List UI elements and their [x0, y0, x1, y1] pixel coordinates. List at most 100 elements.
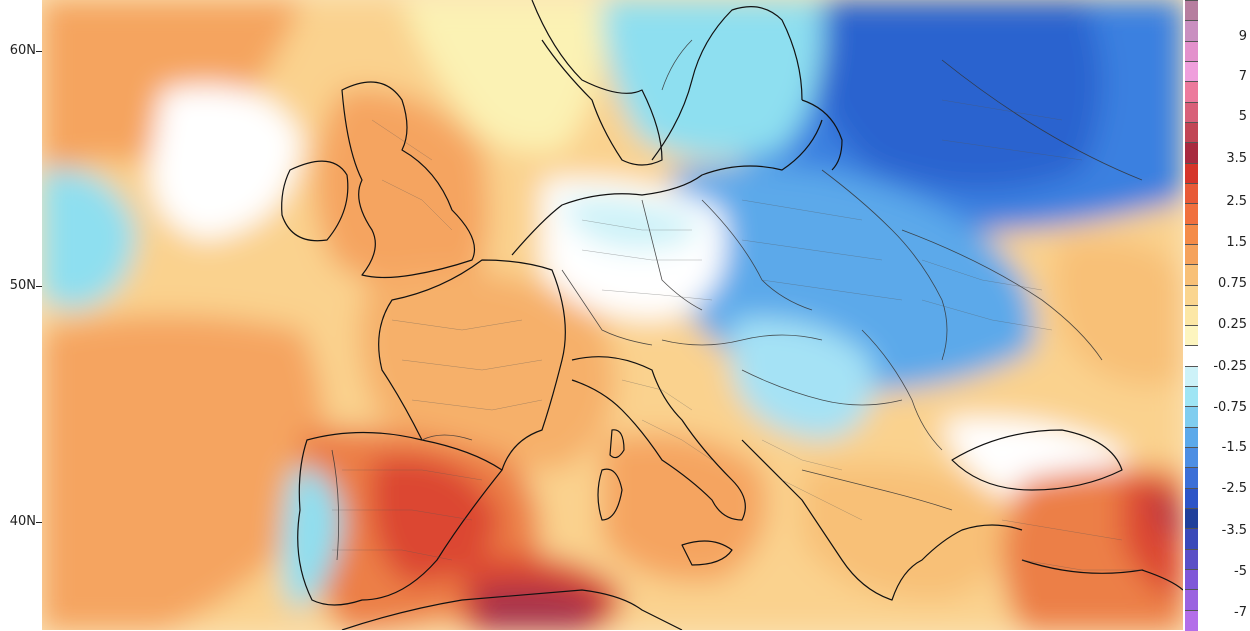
- legend-swatch: [1185, 243, 1198, 266]
- legend-swatch: [1185, 569, 1198, 591]
- legend-swatch: [1185, 223, 1198, 245]
- black-sea-coast: [951, 429, 1123, 491]
- legend-swatch: [1185, 142, 1198, 164]
- sardinia-coast: [597, 468, 623, 521]
- legend-swatch: [1185, 365, 1198, 388]
- africa-coast: [341, 589, 683, 630]
- regions-italy: [621, 379, 713, 461]
- legend-label: -0.25: [1213, 359, 1247, 374]
- turkey-coast: [1021, 559, 1183, 591]
- border-ru-east: [941, 59, 1143, 181]
- legend-swatch: [1185, 345, 1198, 367]
- balkans-coast: [741, 439, 1023, 601]
- field-atlantic-sw-orange: [42, 315, 325, 630]
- britain-coast: [341, 81, 476, 279]
- italy-coast: [571, 356, 746, 521]
- field-russia-strong-blue: [802, 0, 1102, 190]
- legend-label: -2.5: [1221, 481, 1247, 496]
- field-atlantic-cyan: [42, 168, 137, 310]
- regional-borders: [332, 99, 1142, 571]
- latitude-axis: 60N 50N 40N: [0, 0, 42, 630]
- field-norway-sea-yellow: [402, 0, 604, 152]
- field-italy-orange: [602, 434, 767, 582]
- legend-swatch: [1185, 20, 1198, 42]
- legend-swatch: [1185, 203, 1198, 225]
- lat-tick-50n: [36, 286, 42, 287]
- field-algeria-dark-red: [472, 584, 602, 630]
- regions-ukraine: [921, 259, 1053, 331]
- field-hungary-cyan: [732, 318, 874, 440]
- legend-label: 9: [1238, 29, 1247, 44]
- legend-label: -0.75: [1213, 400, 1247, 415]
- legend-label: 0.25: [1218, 317, 1247, 332]
- regions-iberia: [332, 469, 483, 561]
- lat-label-60n: 60N: [9, 43, 36, 58]
- legend-swatch: [1185, 447, 1198, 469]
- border-ro: [861, 329, 943, 451]
- legend-label: -5: [1234, 564, 1247, 579]
- border-pl-ua: [701, 199, 813, 311]
- anomaly-map-panel: [42, 0, 1183, 630]
- regions-poland: [741, 199, 903, 301]
- field-atlantic-white: [150, 85, 302, 240]
- field-uk-orange: [314, 88, 489, 292]
- lat-label-40n: 40N: [9, 514, 36, 529]
- legend-swatch: [1185, 548, 1198, 571]
- legend-swatch: [1185, 0, 1198, 22]
- border-es-fr: [421, 434, 473, 441]
- legend-swatch: [1185, 40, 1198, 62]
- legend-label: 7: [1238, 69, 1247, 84]
- anomaly-field: [42, 0, 1183, 630]
- regions-germany: [581, 219, 713, 301]
- border-balkan-n: [741, 369, 903, 406]
- legend-swatch: [1185, 162, 1198, 184]
- border-by-ua: [821, 169, 948, 361]
- legend-label: -7: [1234, 605, 1247, 620]
- legend-swatch: [1185, 426, 1198, 449]
- color-legend: 9 7 5 3.5 2.5 1.5 0.75 0.25 -0.25 -0.75 -1.5 -2.5 -3…: [1183, 0, 1250, 631]
- north-coast: [511, 119, 823, 256]
- legend-label: 0.75: [1218, 276, 1247, 291]
- legend-label: 5: [1238, 109, 1247, 124]
- legend-swatch: [1185, 386, 1198, 408]
- border-at-hu: [661, 334, 823, 346]
- legend-swatch: [1185, 81, 1198, 103]
- border-se-no: [661, 39, 693, 91]
- regions-balkans: [761, 439, 863, 521]
- sicily-coast: [681, 540, 733, 566]
- legend-label: -1.5: [1221, 440, 1247, 455]
- field-balkans-orange: [802, 464, 1006, 600]
- regions-russia: [941, 99, 1083, 161]
- regions-france: [391, 319, 543, 411]
- legend-swatch: [1185, 101, 1198, 123]
- field-france-orange: [359, 271, 616, 470]
- legend-swatch: [1185, 589, 1198, 611]
- field-iberia-red: [370, 456, 502, 585]
- field-atlantic-nw-orange: [42, 0, 302, 170]
- legend-swatch: [1185, 508, 1198, 530]
- lat-tick-60n: [36, 51, 42, 52]
- sweden-coast: [651, 6, 803, 161]
- field-turkey-dark-red: [1152, 490, 1183, 540]
- corsica-coast: [609, 429, 625, 459]
- europe-anomaly-map: [42, 0, 1183, 630]
- legend-swatch: [1185, 304, 1198, 327]
- legend-label: 1.5: [1226, 235, 1247, 250]
- legend-swatch: [1185, 487, 1198, 510]
- legend-swatch: [1185, 528, 1198, 550]
- legend-swatch: [1185, 121, 1198, 144]
- field-east-orange: [1054, 238, 1183, 386]
- border-pt-es: [331, 449, 340, 561]
- lat-label-50n: 50N: [9, 278, 36, 293]
- legend-swatch: [1185, 406, 1198, 428]
- field-germany-cyan: [562, 197, 702, 250]
- lat-tick-40n: [36, 522, 42, 523]
- legend-swatch: [1185, 60, 1198, 83]
- country-borders: [331, 39, 1143, 561]
- legend-swatch: [1185, 325, 1198, 347]
- legend-swatch: [1185, 264, 1198, 286]
- legend-swatch: [1185, 182, 1198, 205]
- border-de-pl: [641, 199, 703, 311]
- legend-swatch: [1185, 609, 1198, 631]
- legend-swatch: [1185, 467, 1198, 489]
